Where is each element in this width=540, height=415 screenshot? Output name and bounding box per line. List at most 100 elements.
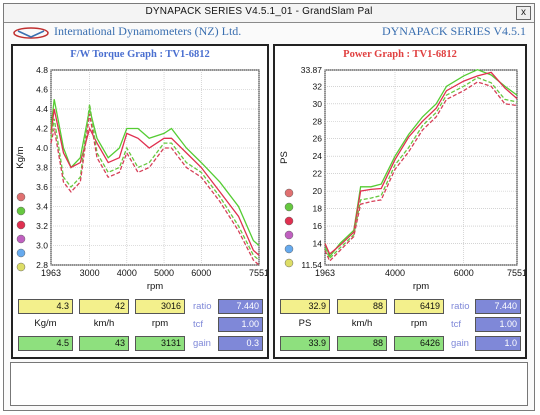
- left-unit-speed: km/h: [93, 318, 115, 329]
- left-ratio-value: 7.440: [218, 299, 263, 314]
- left-gain-value: 0.3: [218, 336, 263, 351]
- left-ratio-label: ratio: [193, 301, 212, 312]
- x-tick-label: 1963: [41, 268, 61, 278]
- y-tick-label: 22: [313, 169, 323, 179]
- y-tick-label: 4.4: [36, 104, 48, 114]
- power-panel: Power Graph : TV1-6812 11.54 14 16 18 20 22 24…: [273, 44, 527, 359]
- y-tick-label: 33.87: [301, 65, 323, 75]
- right-power-readout: 32.9: [280, 299, 330, 314]
- right-max-speed-readout: 88: [337, 336, 387, 351]
- series-line-3: [324, 76, 518, 260]
- y-tick-label: 26: [313, 134, 323, 144]
- y-axis-label: Kg/m: [15, 146, 26, 168]
- series-line-2: [50, 108, 260, 256]
- y-tick-label: 3.8: [36, 163, 48, 173]
- series-line-1: [50, 99, 260, 246]
- right-gain-value: 1.0: [475, 336, 521, 351]
- window-title: DYNAPACK SERIES V4.5.1_01 - GrandSlam Pa…: [145, 6, 373, 17]
- y-tick-label: 18: [313, 204, 323, 214]
- series-line-1: [324, 68, 518, 258]
- right-unit-rpm: rpm: [410, 318, 428, 329]
- series-toggle-marker[interactable]: [16, 248, 26, 258]
- x-tick-label: 6000: [454, 268, 474, 278]
- x-tick-label: 4000: [117, 268, 137, 278]
- right-max-rpm-readout: 6426: [394, 336, 444, 351]
- y-tick-label: 2.8: [36, 260, 48, 270]
- series-toggle-marker[interactable]: [284, 244, 294, 254]
- y-tick-label: 3.4: [36, 202, 48, 212]
- right-tcf-label: tcf: [451, 319, 462, 330]
- y-tick-label: 4.0: [36, 143, 48, 153]
- x-tick-label: 6000: [191, 268, 211, 278]
- right-tcf-value: 1.00: [475, 317, 521, 332]
- right-unit-power: PS: [298, 318, 312, 329]
- series-toggle-marker[interactable]: [16, 220, 26, 230]
- x-tick-label: 1963: [315, 268, 335, 278]
- left-max-torque-readout: 4.5: [18, 336, 73, 351]
- left-rpm-readout: 3016: [135, 299, 185, 314]
- title-bar: DYNAPACK SERIES V4.5.1_01 - GrandSlam Pa…: [4, 4, 534, 23]
- y-tick-label: 4.8: [36, 65, 48, 75]
- series-toggle-marker[interactable]: [284, 202, 294, 212]
- x-axis-label: rpm: [147, 281, 163, 292]
- x-tick-label: 3000: [80, 268, 100, 278]
- series-toggle-marker[interactable]: [16, 234, 26, 244]
- product-name: DYNAPACK SERIES V4.5.1: [381, 24, 526, 38]
- company-logo-icon: [13, 27, 49, 39]
- y-tick-label: 32: [313, 81, 323, 91]
- series-toggle-marker[interactable]: [284, 188, 294, 198]
- series-toggle-marker[interactable]: [284, 258, 294, 268]
- left-unit-rpm: rpm: [151, 318, 169, 329]
- series-toggle-marker[interactable]: [284, 216, 294, 226]
- series-line-4: [324, 81, 518, 263]
- dynapack-window: DYNAPACK SERIES V4.5.1_01 - GrandSlam Pa…: [3, 3, 535, 411]
- series-toggle-marker[interactable]: [16, 262, 26, 272]
- y-tick-label: 3.2: [36, 221, 48, 231]
- left-tcf-label: tcf: [193, 319, 204, 330]
- right-ratio-value: 7.440: [475, 299, 521, 314]
- series-toggle-marker[interactable]: [16, 192, 26, 202]
- x-tick-label: 7551: [507, 268, 525, 278]
- left-tcf-value: 1.00: [218, 317, 263, 332]
- torque-chart: 2.8 3.0 3.2 3.4 3.6 3.8 4.0 4.2 4.4 4.6 4.8 1963 300…: [15, 65, 267, 292]
- series-line-2: [324, 71, 518, 256]
- torque-panel: F/W Torque Graph : TV1-6812 2.8 3.0 3.2 3.4…: [11, 44, 269, 359]
- close-button[interactable]: x: [516, 6, 531, 20]
- right-speed-readout: 88: [337, 299, 387, 314]
- power-chart: 11.54 14 16 18 20 22 24 26 28 30 32 33.87 1963 4000 60…: [279, 65, 525, 292]
- x-tick-label: 5000: [154, 268, 174, 278]
- y-tick-label: 20: [313, 186, 323, 196]
- right-rpm-readout: 6419: [394, 299, 444, 314]
- y-tick-label: 16: [313, 221, 323, 231]
- y-tick-label: 3.0: [36, 241, 48, 251]
- x-tick-label: 7551: [249, 268, 267, 278]
- power-chart-title: Power Graph : TV1-6812: [343, 49, 457, 60]
- torque-chart-title: F/W Torque Graph : TV1-6812: [70, 49, 210, 60]
- left-max-rpm-readout: 3131: [135, 336, 185, 351]
- left-speed-readout: 42: [79, 299, 129, 314]
- series-toggle-marker[interactable]: [16, 206, 26, 216]
- y-tick-label: 4.2: [36, 124, 48, 134]
- series-line-3: [50, 104, 260, 261]
- y-tick-label: 3.6: [36, 182, 48, 192]
- x-axis-label: rpm: [413, 281, 429, 292]
- x-tick-label: 4000: [385, 268, 405, 278]
- series-line-4: [50, 113, 260, 266]
- left-gain-label: gain: [193, 338, 211, 349]
- right-max-power-readout: 33.9: [280, 336, 330, 351]
- series-toggle-marker[interactable]: [284, 230, 294, 240]
- y-tick-label: 28: [313, 116, 323, 126]
- right-unit-speed: km/h: [351, 318, 373, 329]
- plot-area: [324, 69, 518, 266]
- right-gain-label: gain: [451, 338, 469, 349]
- y-axis-label: PS: [279, 151, 290, 164]
- y-tick-label: 14: [313, 239, 323, 249]
- y-tick-label: 30: [313, 99, 323, 109]
- left-unit-torque: Kg/m: [34, 318, 57, 329]
- company-name: International Dynamometers (NZ) Ltd.: [54, 24, 242, 38]
- y-tick-label: 24: [313, 151, 323, 161]
- y-tick-label: 11.54: [301, 260, 322, 270]
- status-area: [10, 362, 528, 406]
- left-max-speed-readout: 43: [79, 336, 129, 351]
- y-tick-label: 4.6: [36, 85, 48, 95]
